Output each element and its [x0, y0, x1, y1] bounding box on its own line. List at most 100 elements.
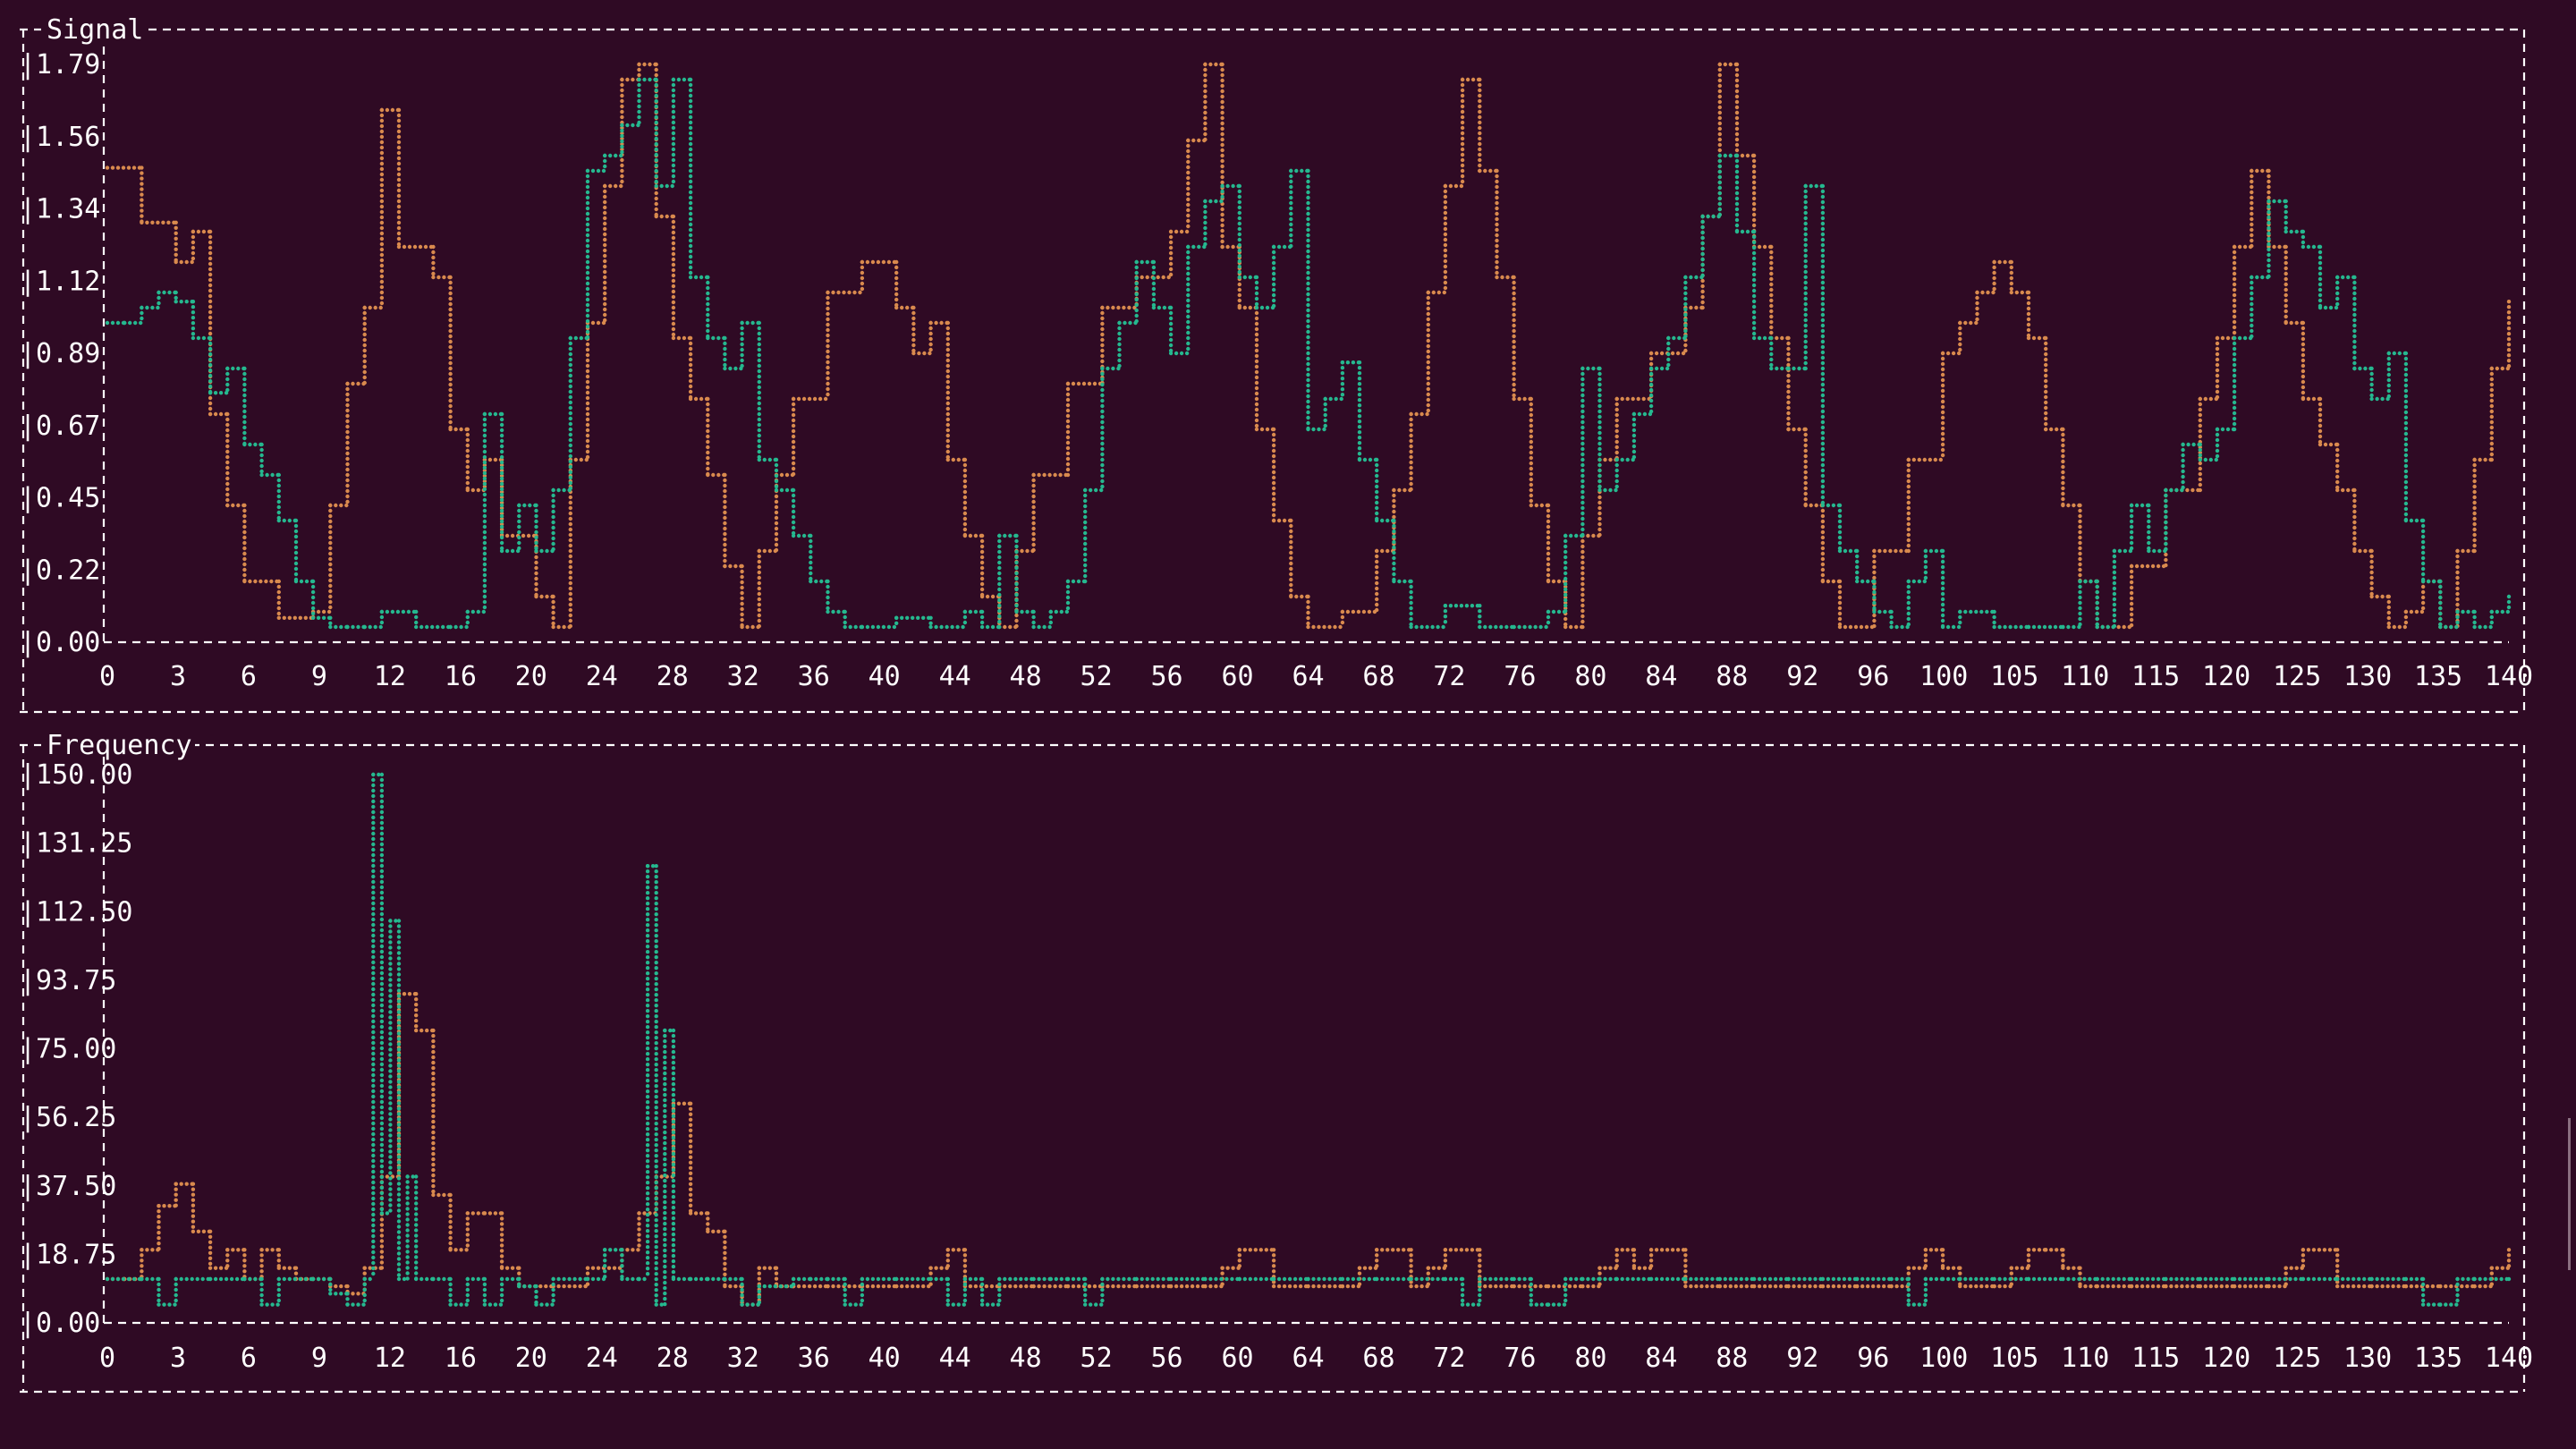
line-point [2284, 260, 2288, 266]
line-point [1460, 157, 1465, 163]
line-point [774, 462, 779, 468]
line-point [945, 1253, 951, 1258]
line-point [448, 1224, 453, 1230]
line-point [1820, 334, 1826, 339]
line-point [401, 609, 406, 614]
line-point [1426, 1271, 1431, 1275]
line-point [379, 609, 385, 614]
line-point [1100, 462, 1105, 468]
line-point [1551, 579, 1556, 584]
line-point [1803, 291, 1808, 296]
line-point [539, 594, 544, 599]
line-point [1580, 409, 1585, 414]
line-point [1460, 77, 1465, 82]
line-point [1426, 333, 1431, 338]
line-point [1700, 257, 1705, 262]
line-point [1134, 286, 1139, 292]
line-point [368, 305, 372, 310]
line-point [2250, 184, 2254, 190]
line-point [1333, 1284, 1337, 1289]
line-point [1648, 361, 1654, 367]
line-point [1940, 618, 1945, 623]
line-point [259, 1253, 264, 1258]
line-point [499, 1266, 504, 1270]
line-point [1106, 366, 1110, 371]
line-point [499, 1243, 504, 1248]
line-point [1940, 613, 1945, 618]
line-point [379, 145, 385, 150]
line-point [1357, 393, 1362, 397]
line-point [1478, 1253, 1482, 1258]
line-point [900, 305, 904, 310]
line-point [157, 1241, 161, 1246]
line-point [2284, 250, 2288, 255]
line-point [276, 606, 281, 611]
line-point [688, 357, 693, 362]
line-point [2009, 275, 2013, 281]
line-point [688, 77, 693, 82]
line-point [2352, 504, 2357, 509]
line-point [654, 67, 658, 72]
line-point [1327, 624, 1332, 630]
line-point [1214, 199, 1218, 204]
line-point [1923, 570, 1928, 575]
line-point [156, 305, 160, 310]
line-point [208, 304, 213, 309]
line-point [407, 992, 412, 996]
line-point [1803, 269, 1808, 275]
line-point [1014, 618, 1019, 623]
line-point [688, 1155, 693, 1160]
line-point [2318, 407, 2323, 412]
line-point [174, 242, 178, 246]
line-point [2414, 609, 2419, 614]
line-point [1357, 430, 1362, 435]
line-point [688, 93, 693, 98]
line-point [1538, 1284, 1543, 1289]
line-point [1140, 275, 1144, 280]
line-point [2455, 614, 2460, 620]
line-point [585, 379, 590, 385]
line-point [1734, 89, 1740, 94]
line-point [362, 359, 367, 364]
line-point [1220, 67, 1224, 72]
line-point [1134, 297, 1139, 302]
line-point [157, 1204, 161, 1208]
line-point [191, 321, 196, 326]
line-point [881, 1284, 886, 1289]
line-point [757, 401, 761, 406]
line-point [997, 592, 1002, 597]
line-point [852, 1284, 857, 1289]
line-point [1478, 136, 1482, 141]
line-point [1717, 126, 1723, 131]
line-point [671, 246, 676, 251]
line-point [1700, 241, 1705, 246]
line-point [259, 458, 264, 463]
line-point [1168, 332, 1174, 337]
line-point [1769, 292, 1774, 298]
line-point [688, 222, 693, 227]
line-point [671, 278, 676, 284]
line-point [1597, 430, 1602, 436]
line-point [1820, 232, 1826, 237]
line-point [706, 439, 710, 445]
line-point [2352, 339, 2357, 344]
line-point [2506, 337, 2512, 342]
line-point [688, 1171, 693, 1176]
line-point [1533, 1284, 1538, 1289]
line-point [894, 265, 899, 270]
line-point [2284, 204, 2288, 209]
line-point [2267, 209, 2271, 215]
line-point [1529, 461, 1534, 466]
line-point [1786, 400, 1791, 405]
line-point [654, 168, 658, 174]
line-point [1460, 93, 1465, 98]
line-point [2134, 503, 2140, 508]
line-point [945, 374, 951, 379]
line-point [2078, 546, 2082, 551]
line-point [385, 609, 390, 614]
line-point [2301, 352, 2306, 358]
line-point [396, 140, 402, 145]
line-point [1803, 199, 1808, 205]
line-point [1220, 62, 1224, 67]
line-point [2164, 563, 2168, 568]
